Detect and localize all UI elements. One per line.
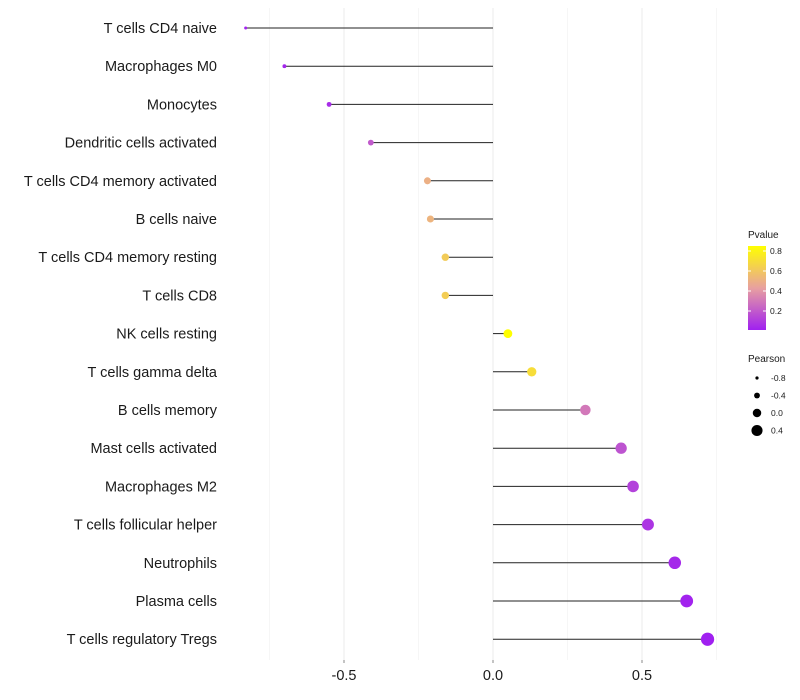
data-point xyxy=(680,594,694,608)
y-tick-label: T cells CD4 memory activated xyxy=(24,174,217,190)
y-tick-label: Macrophages M2 xyxy=(105,479,217,495)
pearson-legend: Pearson -0.8 -0.4 0.0 0.4 xyxy=(748,354,786,437)
y-tick-label: NK cells resting xyxy=(116,327,217,343)
pearson-legend-title: Pearson xyxy=(748,354,785,365)
y-tick-label: Dendritic cells activated xyxy=(65,136,217,152)
points xyxy=(244,26,715,646)
y-tick-label: Neutrophils xyxy=(144,556,217,572)
x-tick-label: 0.5 xyxy=(632,668,652,684)
colorbar-tick-label: 0.4 xyxy=(770,286,782,296)
y-tick-label: Monocytes xyxy=(147,97,217,113)
data-point xyxy=(627,480,639,493)
x-tick-label: -0.5 xyxy=(332,668,357,684)
size-legend-label: -0.4 xyxy=(771,391,786,401)
y-tick-label: Macrophages M0 xyxy=(105,59,217,75)
y-tick-label: T cells gamma delta xyxy=(88,365,218,381)
x-axis-ticks: -0.5 0.0 0.5 xyxy=(332,660,652,684)
data-point xyxy=(367,139,374,146)
size-legend-label: 0.0 xyxy=(771,408,783,418)
data-point xyxy=(527,367,537,377)
y-tick-label: B cells memory xyxy=(118,403,218,419)
data-point xyxy=(282,64,287,69)
pvalue-legend-title: Pvalue xyxy=(748,230,779,241)
data-point xyxy=(700,632,715,646)
data-point xyxy=(580,404,591,416)
data-point xyxy=(423,177,431,185)
y-tick-label: T cells follicular helper xyxy=(74,518,217,534)
colorbar-tick-label: 0.8 xyxy=(770,246,782,256)
y-axis-labels: T cells CD4 naive Macrophages M0 Monocytes… xyxy=(24,21,218,648)
stems xyxy=(245,27,708,640)
data-point xyxy=(326,101,332,107)
data-point xyxy=(441,253,450,261)
pvalue-colorbar xyxy=(748,246,766,330)
y-tick-label: T cells CD4 naive xyxy=(104,21,217,37)
data-point xyxy=(426,215,434,223)
data-point xyxy=(503,329,513,339)
data-point xyxy=(642,518,654,531)
data-point xyxy=(244,26,248,30)
colorbar-tick-label: 0.2 xyxy=(770,306,782,316)
size-legend-key xyxy=(754,392,760,399)
y-tick-label: T cells regulatory Tregs xyxy=(67,632,217,648)
colorbar-tick-label: 0.6 xyxy=(770,266,782,276)
grid-lines xyxy=(269,8,717,660)
size-legend-key xyxy=(751,424,763,437)
size-legend-key xyxy=(755,376,759,380)
data-point xyxy=(441,291,450,300)
y-tick-label: Mast cells activated xyxy=(90,441,217,457)
data-point xyxy=(668,556,682,570)
y-tick-label: T cells CD4 memory resting xyxy=(38,250,217,266)
size-legend-label: -0.8 xyxy=(771,373,786,383)
y-tick-label: T cells CD8 xyxy=(142,288,217,304)
size-legend-key xyxy=(752,408,762,418)
y-tick-label: Plasma cells xyxy=(136,594,217,610)
data-point xyxy=(615,442,627,454)
size-legend-label: 0.4 xyxy=(771,426,783,436)
y-tick-label: B cells naive xyxy=(136,212,217,228)
x-tick-label: 0.0 xyxy=(483,668,503,684)
pvalue-legend: Pvalue 0.8 0.6 0.4 0.2 xyxy=(748,230,782,330)
